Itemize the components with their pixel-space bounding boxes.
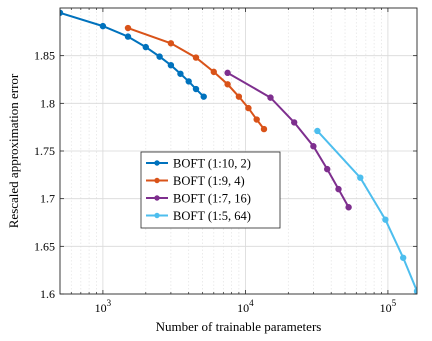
legend-label: BOFT (1:9, 4)	[173, 174, 245, 188]
x-tick-label: 105	[380, 298, 397, 315]
data-point	[200, 93, 207, 100]
data-point	[324, 165, 331, 173]
series-1	[60, 9, 207, 100]
data-point	[399, 254, 407, 261]
x-axis-title: Number of trainable parameters	[156, 319, 322, 334]
data-point	[99, 22, 107, 30]
legend-label: BOFT (1:5, 64)	[173, 209, 251, 223]
data-point	[310, 143, 317, 150]
data-point	[185, 78, 192, 85]
data-point	[192, 54, 200, 61]
legend-swatch-marker	[154, 160, 160, 166]
data-point	[60, 9, 64, 16]
y-axis-title: Rescaled approximation error	[6, 73, 21, 228]
data-point	[235, 93, 243, 100]
data-point	[245, 104, 252, 112]
data-point	[210, 68, 217, 76]
series-line	[60, 11, 205, 98]
series-4	[314, 127, 417, 294]
data-point	[314, 127, 321, 135]
grid	[60, 8, 417, 294]
data-point	[124, 24, 132, 32]
legend-swatch-marker	[154, 195, 160, 201]
y-tick-label: 1.75	[34, 144, 55, 158]
y-tick-label: 1.7	[40, 192, 55, 206]
x-tick-label: 103	[95, 298, 112, 315]
data-point	[382, 216, 389, 223]
data-point	[224, 81, 231, 88]
data-point	[142, 43, 149, 51]
data-point	[167, 61, 175, 69]
y-tick-label: 1.8	[40, 96, 55, 110]
y-tick-label: 1.6	[40, 287, 55, 301]
legend-swatch-marker	[154, 212, 160, 219]
series-line	[127, 27, 265, 130]
legend: BOFT (1:10, 2) BOFT (1:9, 4) BOFT (1:7, 16…	[140, 151, 281, 229]
data-point	[124, 33, 132, 40]
legend-label: BOFT (1:10, 2)	[173, 156, 251, 170]
series-layer	[60, 9, 417, 294]
data-point	[253, 116, 260, 123]
legend-swatch-marker	[154, 177, 160, 184]
series-3	[224, 69, 352, 211]
data-point	[192, 85, 200, 93]
x-tick-label: 104	[237, 298, 254, 315]
data-point	[291, 119, 298, 126]
series-2	[124, 24, 268, 133]
y-tick-label: 1.85	[34, 49, 55, 63]
ticks: 103 104 105 1.6 1.65 1.7 1.75 1.8 1.85	[34, 8, 417, 315]
data-point	[167, 40, 175, 47]
data-point	[267, 94, 274, 101]
data-point	[335, 185, 342, 193]
data-point	[357, 174, 364, 181]
legend-label: BOFT (1:7, 16)	[173, 191, 251, 205]
data-point	[345, 204, 352, 211]
data-point	[177, 70, 184, 77]
y-tick-label: 1.65	[34, 239, 55, 253]
data-point	[224, 69, 231, 77]
series-line	[316, 130, 417, 292]
data-point	[260, 125, 268, 133]
data-point	[156, 53, 163, 60]
